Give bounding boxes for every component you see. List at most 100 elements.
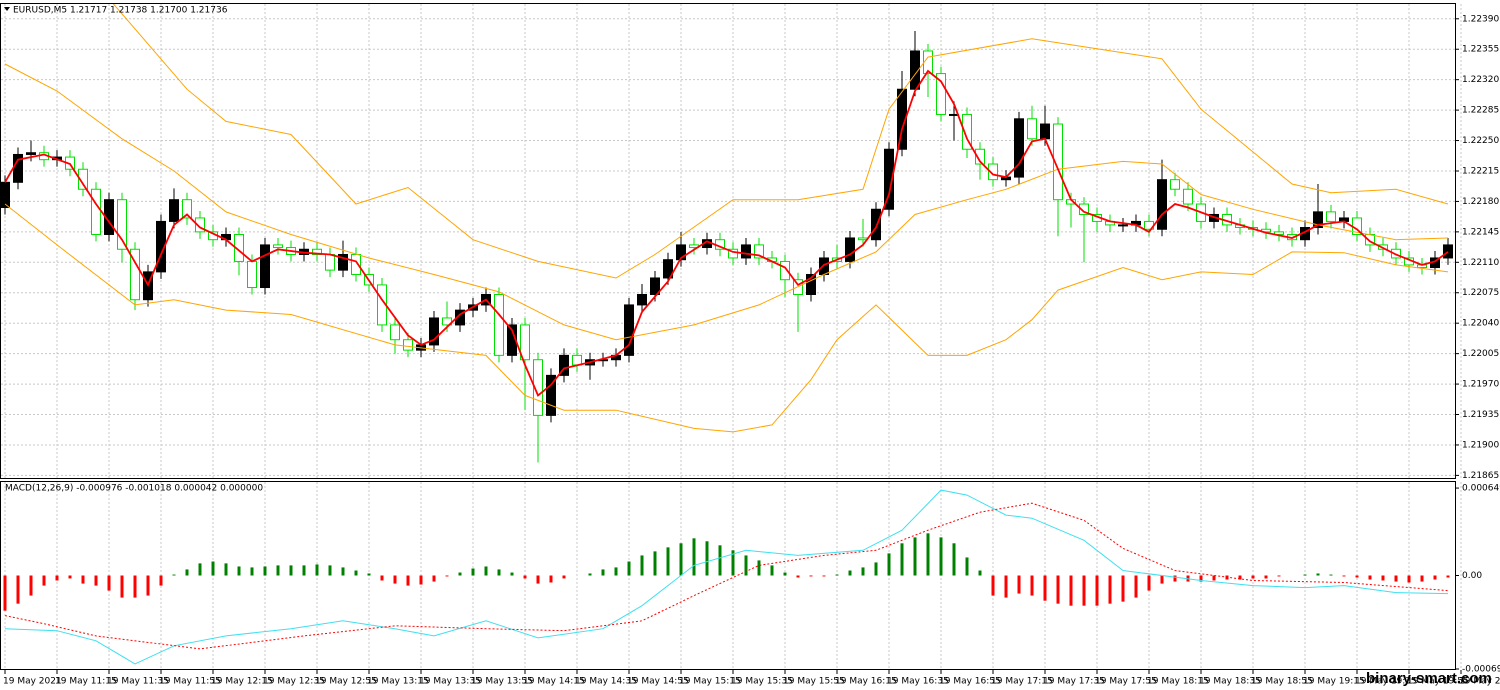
x-tick-label: 19 May 16:55 (939, 677, 1001, 687)
y-tick-label: 1.22040 (1462, 319, 1499, 329)
candle-body (533, 359, 543, 416)
x-tick-label: 19 May 17:55 (1095, 677, 1157, 687)
panel-marks (1, 4, 1453, 463)
candle-body (637, 293, 647, 306)
candle-body (442, 317, 452, 326)
x-tick-label: 19 May 15:55 (783, 677, 845, 687)
y-tick-label: 1.22110 (1462, 258, 1499, 268)
candle-body (663, 259, 673, 279)
y-tick-label: 0.000649 (1462, 484, 1500, 494)
candle-body (741, 244, 751, 259)
x-tick-label: 19 May 14:35 (575, 677, 637, 687)
candle-body (338, 253, 348, 271)
candle-body (936, 73, 946, 115)
menu-triangle[interactable] (4, 7, 10, 11)
candle-body (169, 199, 179, 222)
x-tick-label: 19 May 19:35 (1355, 677, 1417, 687)
candle-body (429, 317, 439, 346)
candle-body (650, 277, 660, 295)
y-tick-label: 1.22180 (1462, 197, 1499, 207)
candle-body (559, 354, 569, 376)
candle-body (754, 244, 764, 259)
candle-body (455, 309, 465, 326)
candle-body (260, 244, 270, 289)
x-tick-label: 19 May 15:15 (679, 677, 741, 687)
y-tick-label: 1.22320 (1462, 75, 1499, 85)
candle-body (1040, 123, 1050, 140)
y-tick-label: 1.22005 (1462, 349, 1499, 359)
candle-body (1079, 203, 1089, 215)
candle-body (1014, 118, 1024, 178)
y-tick-label: 1.22215 (1462, 166, 1499, 176)
x-tick-label: 19 May 2021 (3, 677, 62, 687)
candle-body (728, 248, 738, 259)
x-tick-label: 19 May 12:15 (211, 677, 273, 687)
x-tick-label: 19 May 11:35 (107, 677, 169, 687)
candle-body (923, 50, 933, 75)
x-tick-label: 19 May 18:35 (1199, 677, 1261, 687)
candle-body (1157, 179, 1167, 230)
y-tick-label: 1.22145 (1462, 227, 1499, 237)
candle-body (1443, 244, 1453, 259)
x-tick-label: 19 May 13:35 (419, 677, 481, 687)
candle-body (806, 273, 816, 295)
y-tick-label: 0.00 (1462, 571, 1482, 581)
y-tick-label: 1.22390 (1462, 14, 1499, 24)
candle-body (1170, 179, 1180, 190)
x-tick-label: 19 May 18:55 (1251, 677, 1313, 687)
candle-body (195, 217, 205, 233)
x-tick-label: 19 May 16:15 (835, 677, 897, 687)
panel-title: MACD(12,26,9) -0.000976 -0.001018 0.0000… (5, 484, 263, 494)
x-tick-label: 19 May 19:55 (1407, 677, 1469, 687)
candle-body (130, 248, 140, 301)
indicator-line (112, 4, 1449, 279)
candle-body (572, 354, 582, 366)
candle-body (1326, 211, 1336, 222)
indicator-line (4, 203, 1449, 433)
x-tick-label: 19 May 17:15 (991, 677, 1053, 687)
main-frame (0, 3, 1456, 479)
candle-body (182, 199, 192, 219)
candle-body (26, 152, 36, 155)
indicator-line (4, 502, 1449, 650)
panel-marks (3, 489, 1450, 665)
y-tick-label: 1.21935 (1462, 410, 1499, 420)
x-tick-label: 19 May 17:35 (1043, 677, 1105, 687)
candle-body (988, 163, 998, 181)
candle-body (247, 260, 257, 289)
candle-body (273, 244, 283, 249)
x-tick-label: 19 May 13:55 (471, 677, 533, 687)
y-tick-label: 1.21900 (1462, 440, 1499, 450)
y-tick-label: 1.22285 (1462, 106, 1499, 116)
candle-body (1, 181, 10, 209)
candle-body (780, 260, 790, 281)
candle-body (117, 199, 127, 250)
candle-body (494, 293, 504, 356)
candle-body (1313, 211, 1323, 229)
x-tick-label: 19 May 11:55 (159, 677, 221, 687)
candle-body (91, 188, 101, 235)
candle-body (390, 324, 400, 341)
y-tick-label: 1.22250 (1462, 136, 1499, 146)
indicator-line (4, 489, 1449, 665)
y-tick-label: -0.000694 (1462, 665, 1500, 675)
x-tick-label: 19 May 14:55 (627, 677, 689, 687)
x-tick-label: 19 May 11:15 (55, 677, 117, 687)
indicator-line (4, 69, 1449, 397)
candle-body (884, 148, 894, 210)
watermark: binary-smart.com (1366, 670, 1492, 687)
candle-body (624, 304, 634, 356)
candle-body (156, 220, 166, 273)
x-tick-label: 19 May 15:35 (731, 677, 793, 687)
macd-frame (0, 481, 1456, 670)
candle-body (403, 339, 413, 351)
candle-body (845, 237, 855, 262)
y-tick-label: 1.21865 (1462, 471, 1499, 481)
x-tick-label: 19 May 16:35 (887, 677, 949, 687)
x-tick-label: 19 May 13:15 (367, 677, 429, 687)
candle-body (546, 374, 556, 416)
candle-body (78, 168, 88, 190)
